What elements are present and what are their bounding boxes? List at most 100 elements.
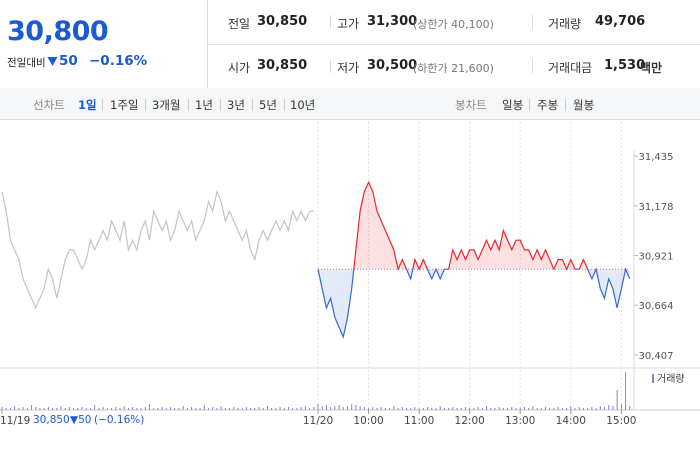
volume-bar xyxy=(81,407,83,410)
volume-bar xyxy=(207,408,209,410)
volume-bar xyxy=(469,408,471,410)
volume-bar xyxy=(439,406,441,410)
volume-bar xyxy=(490,408,492,410)
y-tick-label: 30,407 xyxy=(639,351,674,362)
volume-bar xyxy=(401,407,403,410)
volume-bar xyxy=(368,408,370,410)
volume-bar xyxy=(68,407,70,410)
x-tick-label: 11/20 xyxy=(303,415,333,427)
volume-bar xyxy=(212,407,214,410)
volume-bar xyxy=(43,408,45,410)
volume-bar xyxy=(283,408,285,410)
volume-bar xyxy=(98,408,100,410)
volume-bar xyxy=(313,407,315,410)
x-tick-label: 12:00 xyxy=(455,415,485,427)
divider xyxy=(208,44,700,45)
divider xyxy=(532,15,533,29)
volume-bar xyxy=(519,408,521,410)
stat-note: (하한가 21,600) xyxy=(413,62,494,75)
chart: 30,407 30,664 30,921 31,178 31,435 11/19 11/20… xyxy=(0,122,700,427)
volume-bar xyxy=(35,407,37,410)
tab[interactable]: 일봉 xyxy=(502,98,524,112)
divider xyxy=(532,59,533,73)
volume-bar xyxy=(435,408,437,410)
volume-bar xyxy=(427,407,429,410)
volume-bar xyxy=(608,405,610,410)
volume-bar xyxy=(334,406,336,410)
tab[interactable]: 1일 xyxy=(78,98,97,112)
volume-bar xyxy=(60,406,62,410)
volume-bar xyxy=(612,406,614,410)
volume-bar xyxy=(203,405,205,410)
y-tick-label: 30,921 xyxy=(639,251,674,262)
volume-bar xyxy=(515,408,517,410)
price-line xyxy=(1,189,314,310)
volume-bar xyxy=(414,407,416,410)
volume-bar xyxy=(292,408,294,410)
stat-label: 저가 xyxy=(337,61,360,75)
volume-bar xyxy=(566,408,568,410)
volume-bar xyxy=(250,408,252,410)
volume-bar xyxy=(464,407,466,410)
volume-bar xyxy=(174,408,176,410)
tab[interactable]: 3개월 xyxy=(152,98,181,112)
volume-bar xyxy=(321,406,323,410)
volume-bar xyxy=(372,407,374,410)
volume-bar xyxy=(616,390,618,410)
volume-bar xyxy=(241,408,243,410)
volume-bar xyxy=(448,408,450,410)
volume-bar xyxy=(14,406,16,410)
volume-bar xyxy=(317,404,319,410)
tab-group-label: 봉차트 xyxy=(455,98,487,112)
footer-change: ▼50 xyxy=(70,414,92,426)
volume-bar xyxy=(477,407,479,410)
tab[interactable]: 10년 xyxy=(290,98,316,112)
tab[interactable]: 주봉 xyxy=(537,98,559,112)
tab[interactable]: 1주일 xyxy=(110,98,139,112)
y-tick-label: 30,664 xyxy=(639,301,674,312)
volume-bar xyxy=(224,408,226,410)
volume-bar xyxy=(18,408,20,410)
change-label: 전일대비 xyxy=(7,57,46,69)
volume-bar xyxy=(604,407,606,410)
volume-bar xyxy=(73,408,75,410)
volume-bar xyxy=(266,406,268,410)
volume-bar xyxy=(443,408,445,410)
tab[interactable]: 3년 xyxy=(227,98,245,112)
stat-value: 31,300 xyxy=(367,14,418,29)
volume-bar xyxy=(119,408,121,410)
volume-bar xyxy=(460,408,462,410)
volume-bar xyxy=(153,408,155,410)
volume-bar xyxy=(528,408,530,410)
volume-bar xyxy=(578,407,580,410)
volume-bar xyxy=(355,405,357,410)
volume-bar xyxy=(47,407,49,410)
volume-bar xyxy=(405,408,407,410)
volume-bar xyxy=(161,407,163,410)
volume-bar xyxy=(452,407,454,410)
volume-bar xyxy=(288,407,290,410)
stat-value: 30,850 xyxy=(257,58,308,73)
tab[interactable]: 5년 xyxy=(259,98,277,112)
volume-bar xyxy=(523,407,525,410)
volume-bar xyxy=(553,408,555,410)
volume-bar xyxy=(591,407,593,410)
volume-bar xyxy=(574,408,576,410)
volume-bar xyxy=(229,408,231,410)
volume-bar xyxy=(296,408,298,410)
volume-bar xyxy=(498,407,500,410)
volume-bar xyxy=(237,408,239,410)
footer-price: 30,850 xyxy=(33,414,70,426)
volume-bar xyxy=(410,408,412,410)
volume-bar xyxy=(456,408,458,410)
volume-bar xyxy=(431,408,433,410)
volume-bar xyxy=(165,408,167,410)
volume-bar xyxy=(111,408,113,410)
tab[interactable]: 월봉 xyxy=(573,98,595,112)
volume-bar xyxy=(540,408,542,410)
volume-bar xyxy=(418,408,420,410)
change-pct: −0.16% xyxy=(89,53,148,69)
down-icon xyxy=(47,57,58,66)
volume-bar xyxy=(127,408,129,410)
tab[interactable]: 1년 xyxy=(195,98,213,112)
